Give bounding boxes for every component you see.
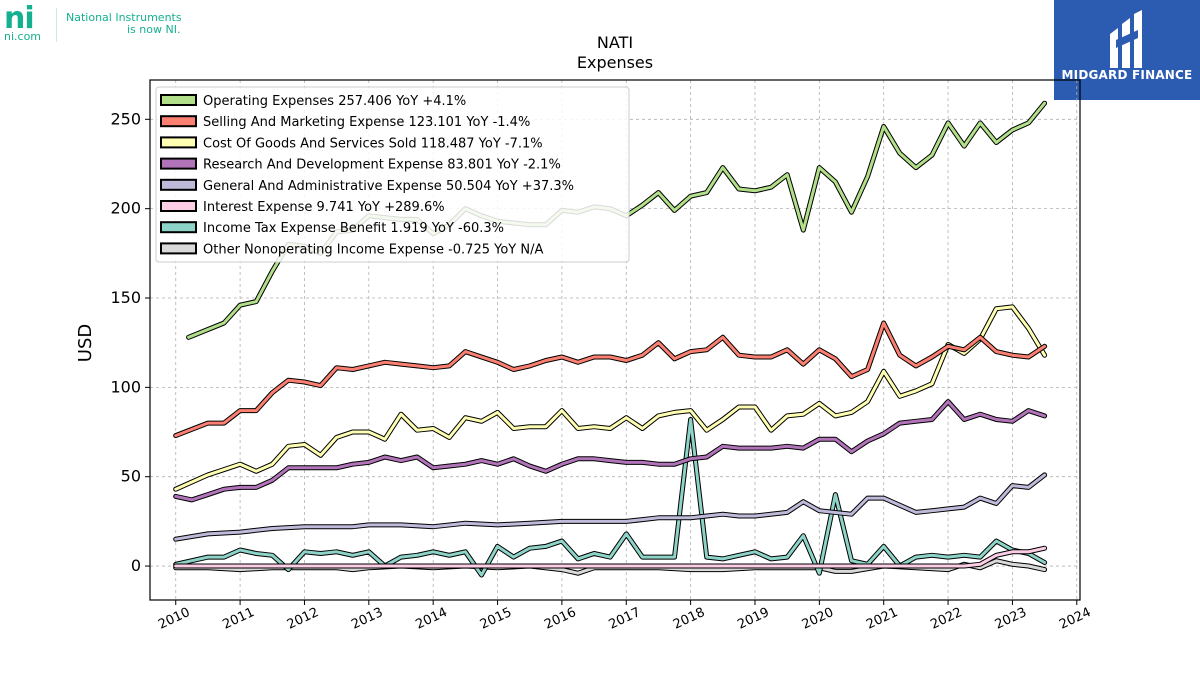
ni-note-line2: is now NI. [127, 23, 181, 36]
plot-frame [149, 79, 1081, 601]
x-tick-label: 2020 [800, 605, 836, 633]
series-line-outline [173, 320, 1048, 439]
ni-logo: ni ni.com National Instruments is now NI… [0, 0, 200, 50]
y-tick-label: 250 [110, 109, 141, 128]
legend-swatch [160, 221, 197, 234]
x-tick-label: 2015 [478, 605, 514, 633]
x-tick-label: 2011 [220, 605, 256, 633]
y-tick-label: 0 [131, 556, 141, 575]
legend-entry: Operating Expenses 257.406 YoY +4.1% [160, 94, 466, 109]
chart-title: NATI [597, 33, 633, 52]
legend-swatch [160, 136, 197, 149]
y-axis-label: USD [75, 324, 96, 362]
legend-label: Research And Development Expense 83.801 … [203, 158, 561, 173]
series-line-stroke [174, 473, 1047, 541]
brand-name: MIDGARD FINANCE [1061, 68, 1193, 82]
series-line-stroke [174, 546, 1047, 568]
series-line [173, 399, 1048, 503]
y-tick-label: 200 [110, 199, 141, 218]
series-line [173, 320, 1048, 439]
legend-entry: Interest Expense 9.741 YoY +289.6% [160, 200, 445, 215]
legend-swatch [160, 115, 197, 128]
series-line-outline [173, 472, 1048, 542]
legend-label: Cost Of Goods And Services Sold 118.487 … [203, 136, 543, 151]
legend-swatch [160, 178, 197, 191]
legend-swatch [160, 157, 197, 170]
x-tick-label: 2012 [285, 605, 321, 633]
y-tick-label: 50 [121, 467, 141, 486]
legend-label: Income Tax Expense Benefit 1.919 YoY -60… [203, 221, 504, 236]
legend-label: Other Nonoperating Income Expense -0.725… [203, 242, 543, 257]
legend-swatch [160, 200, 197, 212]
legend-entry: General And Administrative Expense 50.50… [160, 178, 574, 194]
legend-swatch [160, 242, 197, 255]
series-line-outline [173, 399, 1048, 503]
legend-label: General And Administrative Expense 50.50… [203, 179, 574, 194]
x-tick-label: 2022 [928, 605, 964, 633]
legend-entry: Selling And Marketing Expense 123.101 Yo… [160, 115, 530, 130]
ni-logo-mark: ni [4, 1, 35, 36]
series-line-stroke [174, 400, 1047, 502]
x-tick-label: 2023 [993, 605, 1029, 633]
legend-label: Interest Expense 9.741 YoY +289.6% [203, 200, 445, 215]
midgard-finance-logo: MIDGARD FINANCE [1054, 0, 1200, 100]
legend: Operating Expenses 257.406 YoY +4.1% Sell… [155, 86, 630, 263]
series-line [173, 545, 1048, 569]
x-tick-label: 2010 [156, 605, 192, 633]
x-tick-label: 2016 [542, 605, 578, 633]
series-line [173, 472, 1048, 542]
chart-subtitle: Expenses [577, 53, 653, 72]
x-tick-label: 2017 [607, 605, 643, 633]
legend-entry: Other Nonoperating Income Expense -0.725… [160, 242, 543, 257]
y-tick-label: 150 [110, 288, 141, 307]
series-line-stroke [174, 321, 1047, 438]
series-line-stroke [174, 305, 1047, 491]
ni-domain-text: ni.com [4, 30, 42, 43]
x-tick-label: 2018 [671, 605, 707, 633]
x-tick-label: 2024 [1057, 605, 1093, 633]
x-tick-label: 2013 [349, 605, 385, 633]
x-tick-label: 2021 [864, 605, 900, 633]
legend-label: Selling And Marketing Expense 123.101 Yo… [203, 115, 530, 130]
logo-divider [56, 8, 57, 42]
legend-box [155, 86, 630, 263]
ni-note-line1: National Instruments [66, 11, 182, 24]
series-line [173, 304, 1048, 492]
legend-swatch [160, 94, 197, 106]
legend-entry: Research And Development Expense 83.801 … [160, 157, 561, 173]
midgard-emblem-icon [1110, 10, 1142, 68]
legend-entry: Income Tax Expense Benefit 1.919 YoY -60… [160, 221, 504, 236]
x-tick-label: 2014 [414, 605, 450, 633]
legend-entry: Cost Of Goods And Services Sold 118.487 … [160, 136, 543, 151]
x-tick-label: 2019 [735, 605, 771, 633]
y-tick-label: 100 [110, 377, 141, 396]
legend-label: Operating Expenses 257.406 YoY +4.1% [203, 94, 466, 109]
